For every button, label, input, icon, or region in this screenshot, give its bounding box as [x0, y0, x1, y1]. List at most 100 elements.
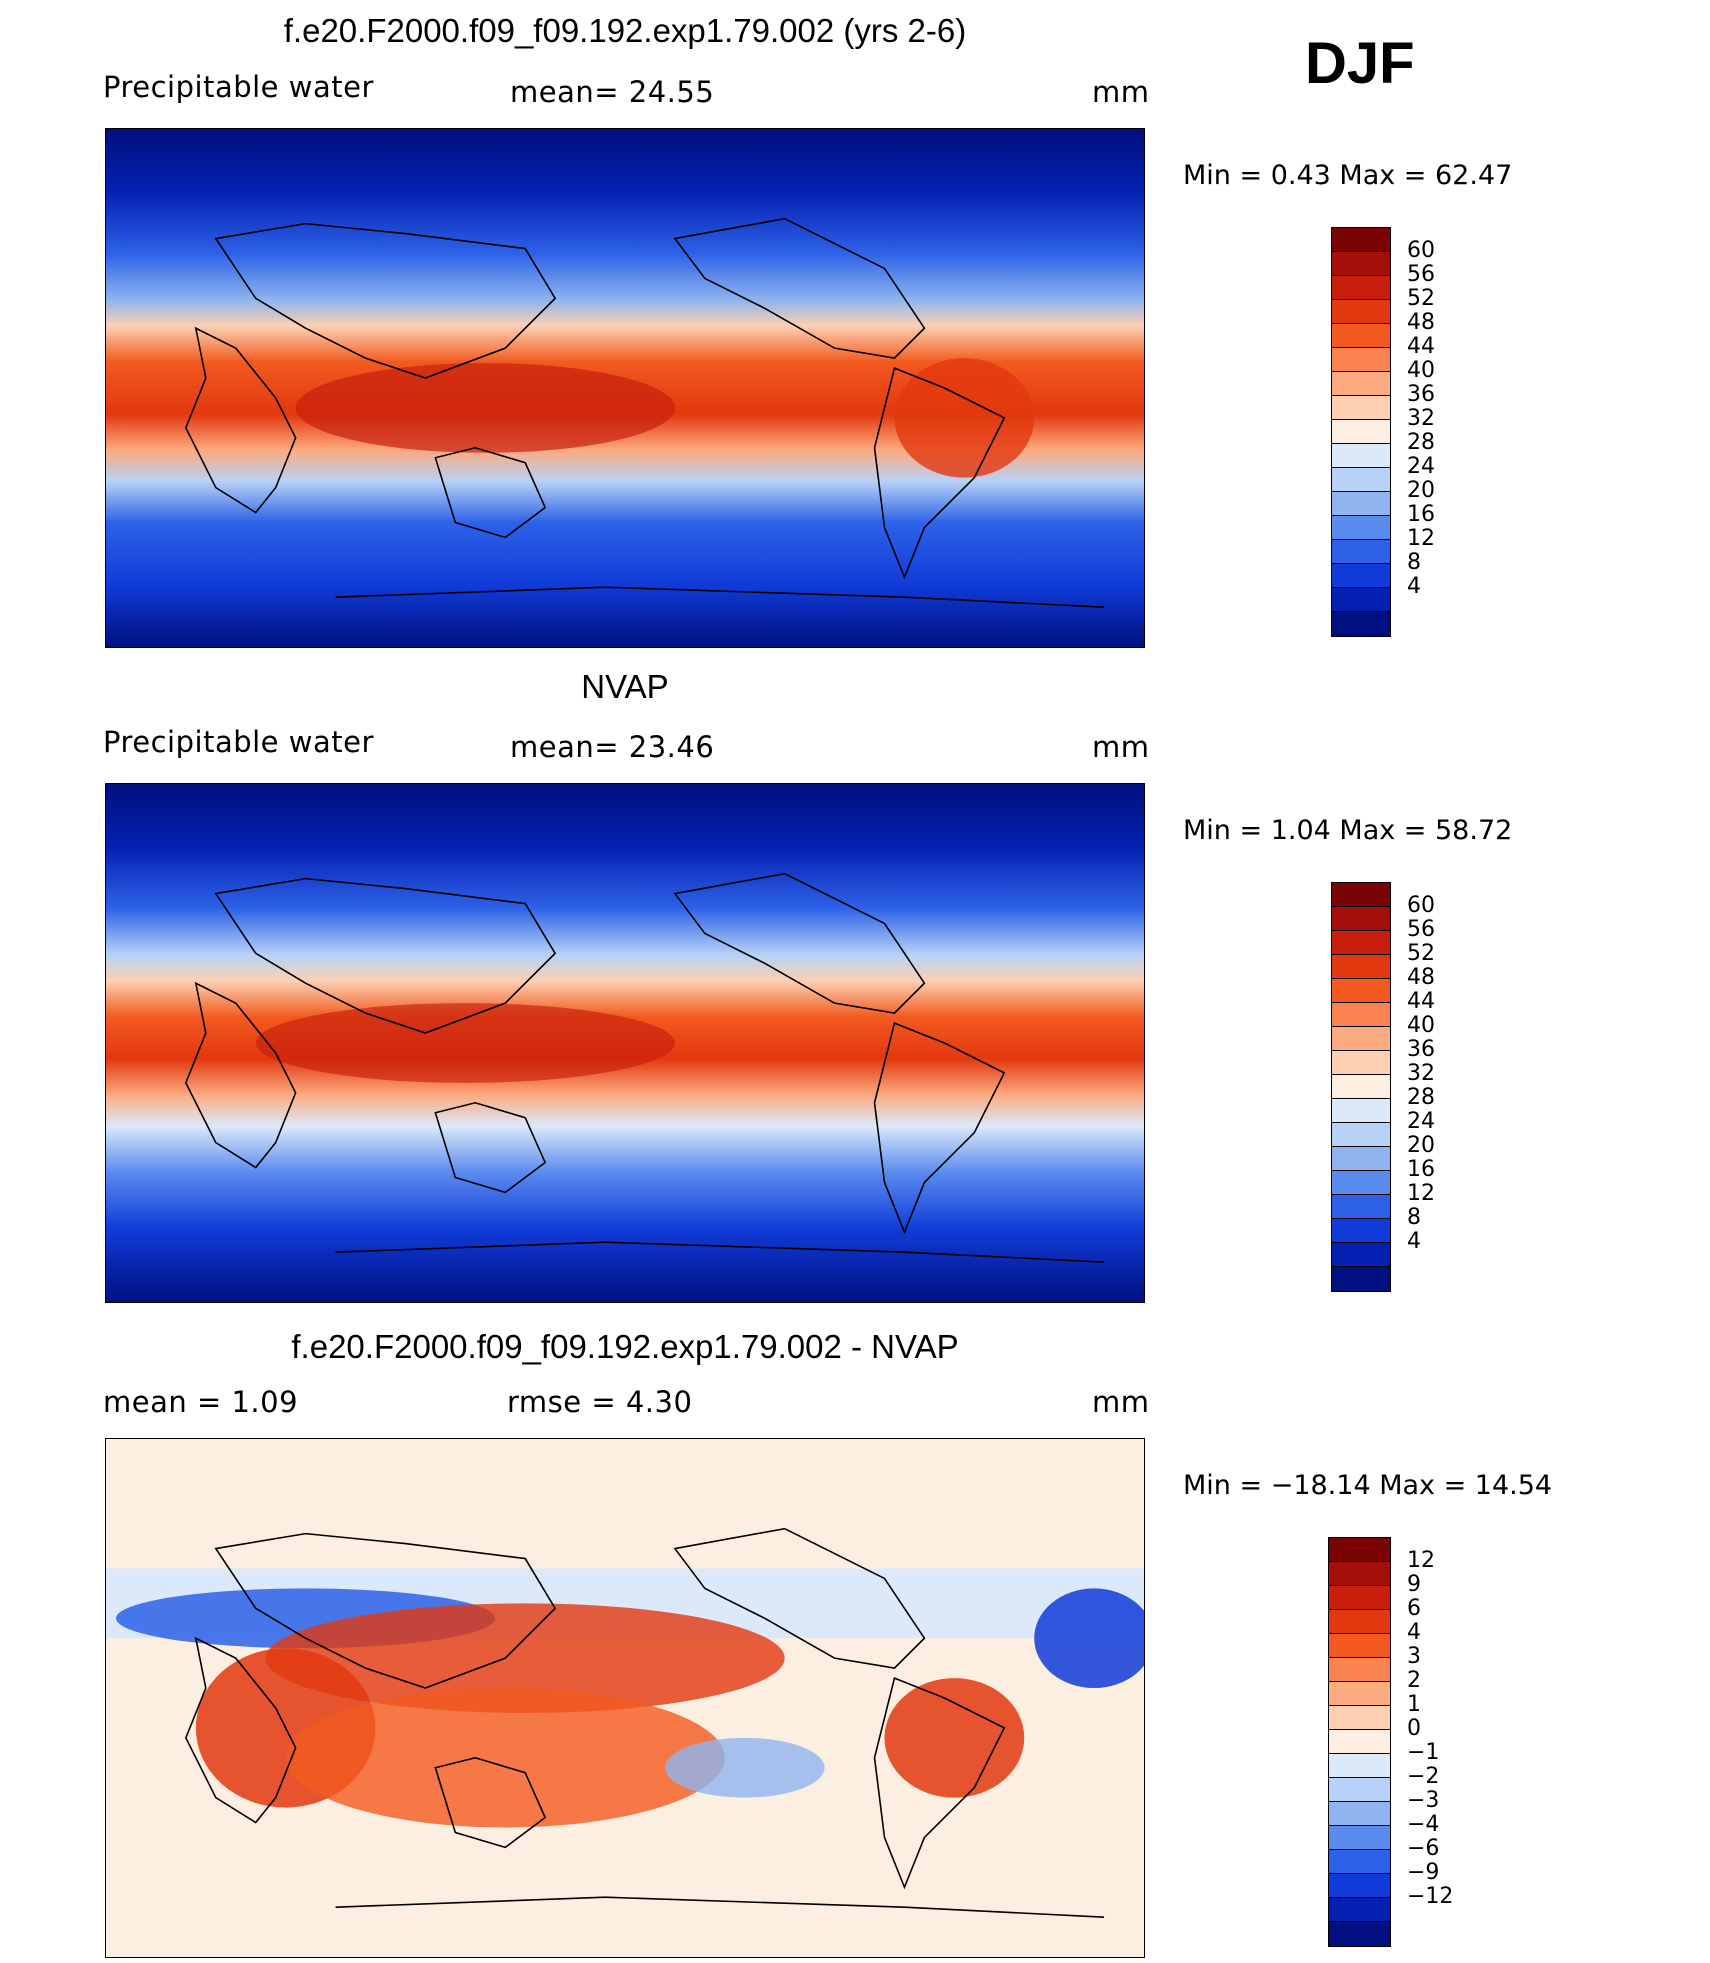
- colorbar-tick-label: 48: [1407, 310, 1435, 335]
- colorbar-tick-label: −12: [1407, 1884, 1454, 1909]
- panel2-mean-label: mean= 23.46: [510, 730, 715, 764]
- colorbar-swatch: [1332, 396, 1390, 420]
- colorbar-tick-label: 32: [1407, 1061, 1435, 1086]
- colorbar-swatch: [1332, 1171, 1390, 1195]
- colorbar-tick-label: 1: [1407, 1692, 1421, 1717]
- colorbar-tick-label: 4: [1407, 1229, 1421, 1254]
- colorbar-swatch: [1332, 516, 1390, 540]
- colorbar-swatch: [1332, 1051, 1390, 1075]
- colorbar-swatch: [1329, 1826, 1390, 1850]
- panel3-title: f.e20.F2000.f09_f09.192.exp1.79.002 - NV…: [291, 1328, 959, 1365]
- colorbar-swatch: [1332, 1123, 1390, 1147]
- colorbar-tick-label: 6: [1407, 1596, 1421, 1621]
- panel3-minmax: Min = −18.14 Max = 14.54: [1183, 1470, 1553, 1501]
- colorbar-tick-label: −9: [1407, 1860, 1440, 1885]
- colorbar-swatch: [1329, 1538, 1390, 1562]
- panel3-rmse-label: rmse = 4.30: [507, 1385, 693, 1419]
- colorbar-swatch: [1329, 1754, 1390, 1778]
- colorbar-swatch: [1332, 564, 1390, 588]
- panel2-colorbar: [1331, 882, 1391, 1292]
- panel2-title: NVAP: [581, 668, 669, 705]
- colorbar-swatch: [1329, 1802, 1390, 1826]
- colorbar-tick-label: 56: [1407, 262, 1435, 287]
- colorbar-swatch: [1329, 1658, 1390, 1682]
- colorbar-swatch: [1332, 276, 1390, 300]
- colorbar-swatch: [1329, 1922, 1390, 1946]
- colorbar-swatch: [1332, 468, 1390, 492]
- colorbar-swatch: [1332, 1075, 1390, 1099]
- colorbar-tick-label: 44: [1407, 989, 1435, 1014]
- colorbar-tick-label: 8: [1407, 550, 1421, 575]
- colorbar-swatch: [1332, 1027, 1390, 1051]
- colorbar-swatch: [1332, 1003, 1390, 1027]
- panel2-units: mm: [1092, 730, 1150, 764]
- colorbar-tick-label: −4: [1407, 1812, 1440, 1837]
- colorbar-swatch: [1329, 1610, 1390, 1634]
- colorbar-tick-label: 48: [1407, 965, 1435, 990]
- colorbar-tick-label: 52: [1407, 286, 1435, 311]
- panel1-minmax: Min = 0.43 Max = 62.47: [1183, 160, 1513, 191]
- panel3-mean-label: mean = 1.09: [103, 1385, 299, 1419]
- colorbar-tick-label: 28: [1407, 1085, 1435, 1110]
- colorbar-swatch: [1332, 1147, 1390, 1171]
- colorbar-tick-label: 28: [1407, 430, 1435, 455]
- panel2-minmax: Min = 1.04 Max = 58.72: [1183, 815, 1513, 846]
- colorbar-swatch: [1329, 1898, 1390, 1922]
- colorbar-tick-label: 3: [1407, 1644, 1421, 1669]
- colorbar-swatch: [1332, 612, 1390, 636]
- colorbar-swatch: [1329, 1634, 1390, 1658]
- colorbar-tick-label: 12: [1407, 1181, 1435, 1206]
- colorbar-tick-label: 24: [1407, 1109, 1435, 1134]
- colorbar-swatch: [1329, 1706, 1390, 1730]
- colorbar-swatch: [1332, 348, 1390, 372]
- colorbar-swatch: [1329, 1562, 1390, 1586]
- colorbar-tick-label: 20: [1407, 1133, 1435, 1158]
- colorbar-swatch: [1332, 883, 1390, 907]
- panel1-colorbar: [1331, 227, 1391, 637]
- colorbar-swatch: [1332, 228, 1390, 252]
- colorbar-swatch: [1332, 252, 1390, 276]
- colorbar-tick-label: 24: [1407, 454, 1435, 479]
- colorbar-swatch: [1332, 1267, 1390, 1291]
- colorbar-tick-label: 56: [1407, 917, 1435, 942]
- colorbar-swatch: [1332, 492, 1390, 516]
- colorbar-swatch: [1332, 372, 1390, 396]
- colorbar-swatch: [1329, 1730, 1390, 1754]
- panel3-units: mm: [1092, 1385, 1150, 1419]
- panel1-mean-label: mean= 24.55: [510, 75, 715, 109]
- colorbar-swatch: [1329, 1874, 1390, 1898]
- colorbar-swatch: [1332, 931, 1390, 955]
- panel1-units: mm: [1092, 75, 1150, 109]
- colorbar-swatch: [1332, 540, 1390, 564]
- colorbar-tick-label: −2: [1407, 1764, 1440, 1789]
- colorbar-tick-label: 60: [1407, 893, 1435, 918]
- panel2-map: [105, 783, 1145, 1303]
- colorbar-tick-label: 32: [1407, 406, 1435, 431]
- colorbar-swatch: [1332, 324, 1390, 348]
- colorbar-tick-label: −3: [1407, 1788, 1440, 1813]
- panel3-colorbar: [1328, 1537, 1391, 1947]
- colorbar-tick-label: 9: [1407, 1572, 1421, 1597]
- colorbar-swatch: [1332, 1219, 1390, 1243]
- colorbar-tick-label: 2: [1407, 1668, 1421, 1693]
- colorbar-tick-label: 4: [1407, 574, 1421, 599]
- season-label: DJF: [1305, 31, 1415, 96]
- colorbar-swatch: [1329, 1682, 1390, 1706]
- panel1-map: [105, 128, 1145, 648]
- colorbar-tick-label: 36: [1407, 382, 1435, 407]
- panel3-map: [105, 1438, 1145, 1958]
- colorbar-tick-label: 44: [1407, 334, 1435, 359]
- colorbar-tick-label: 36: [1407, 1037, 1435, 1062]
- colorbar-tick-label: 60: [1407, 238, 1435, 263]
- colorbar-swatch: [1332, 955, 1390, 979]
- colorbar-tick-label: 40: [1407, 358, 1435, 383]
- colorbar-tick-label: 4: [1407, 1620, 1421, 1645]
- colorbar-tick-label: 8: [1407, 1205, 1421, 1230]
- colorbar-tick-label: 0: [1407, 1716, 1421, 1741]
- colorbar-swatch: [1332, 588, 1390, 612]
- colorbar-swatch: [1329, 1850, 1390, 1874]
- colorbar-tick-label: 16: [1407, 502, 1435, 527]
- colorbar-tick-label: 20: [1407, 478, 1435, 503]
- colorbar-tick-label: −1: [1407, 1740, 1440, 1765]
- colorbar-tick-label: 16: [1407, 1157, 1435, 1182]
